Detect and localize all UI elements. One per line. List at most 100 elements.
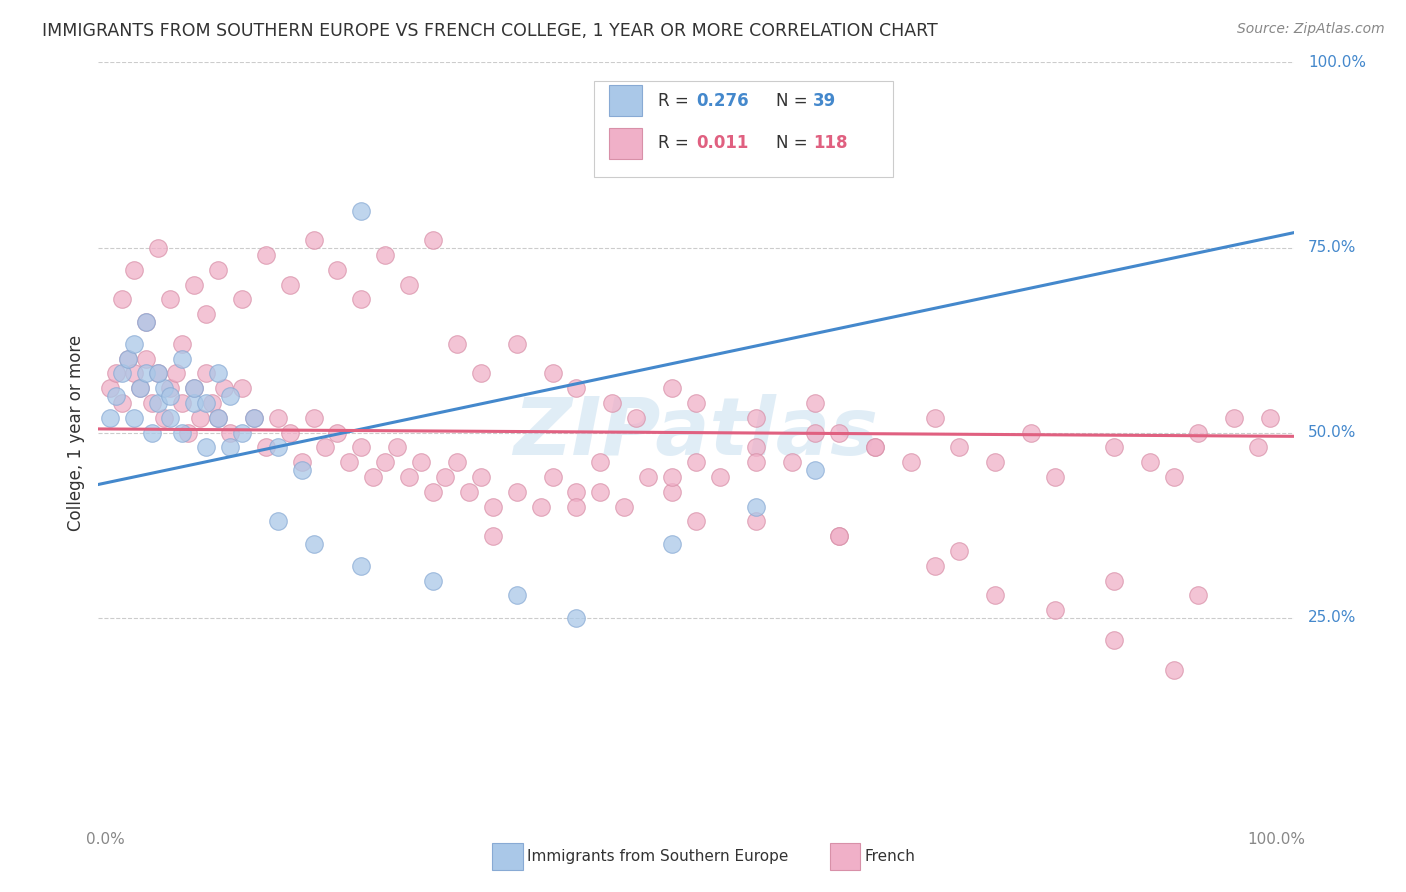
Point	[661, 536, 683, 550]
Point	[924, 558, 946, 573]
Point	[350, 203, 373, 218]
Point	[804, 396, 827, 410]
Point	[565, 484, 588, 499]
Point	[267, 410, 290, 425]
Point	[637, 470, 659, 484]
Point	[481, 529, 505, 543]
Point	[1104, 574, 1126, 588]
Point	[422, 484, 444, 499]
Point	[828, 425, 851, 440]
Point	[1187, 425, 1209, 440]
Point	[350, 441, 373, 455]
Point	[685, 515, 707, 529]
Point	[948, 544, 970, 558]
Point	[745, 455, 768, 469]
Point	[385, 441, 409, 455]
Point	[195, 441, 218, 455]
Point	[267, 441, 290, 455]
Point	[924, 410, 946, 425]
Point	[172, 351, 194, 366]
Bar	[609, 86, 643, 117]
Point	[541, 470, 564, 484]
Point	[506, 589, 529, 603]
Point	[188, 410, 211, 425]
Point	[326, 425, 349, 440]
Point	[709, 470, 731, 484]
Point	[207, 410, 229, 425]
Point	[117, 351, 139, 366]
Point	[183, 396, 205, 410]
Point	[339, 455, 361, 469]
Point	[626, 410, 648, 425]
Point	[302, 233, 325, 247]
Text: Source: ZipAtlas.com: Source: ZipAtlas.com	[1237, 22, 1385, 37]
Point	[267, 515, 290, 529]
Point	[470, 367, 492, 381]
Point	[374, 248, 396, 262]
Point	[398, 470, 420, 484]
Text: 25.0%: 25.0%	[1308, 610, 1357, 625]
Point	[254, 441, 277, 455]
Point	[1247, 441, 1270, 455]
Point	[195, 367, 218, 381]
Point	[984, 455, 1007, 469]
Point	[278, 277, 301, 292]
Point	[422, 574, 444, 588]
Y-axis label: College, 1 year or more: College, 1 year or more	[66, 334, 84, 531]
Point	[172, 336, 194, 351]
Point	[458, 484, 481, 499]
Point	[1019, 425, 1042, 440]
Point	[828, 529, 851, 543]
Point	[530, 500, 553, 514]
Point	[984, 589, 1007, 603]
Point	[865, 441, 887, 455]
Point	[1163, 470, 1185, 484]
Point	[219, 441, 242, 455]
Point	[105, 367, 128, 381]
Point	[315, 441, 337, 455]
Point	[135, 314, 157, 328]
Point	[195, 396, 218, 410]
Point	[148, 367, 170, 381]
Point	[207, 262, 229, 277]
Point	[111, 293, 134, 307]
Point	[506, 484, 529, 499]
Point	[411, 455, 433, 469]
Point	[541, 367, 564, 381]
Point	[434, 470, 457, 484]
Point	[506, 336, 529, 351]
Point	[148, 367, 170, 381]
Point	[159, 381, 181, 395]
Point	[565, 500, 588, 514]
Point	[135, 314, 157, 328]
Point	[219, 425, 242, 440]
Point	[159, 388, 181, 402]
Point	[350, 558, 373, 573]
Point	[828, 529, 851, 543]
Point	[177, 425, 200, 440]
Point	[1163, 663, 1185, 677]
Text: R =: R =	[658, 134, 693, 153]
Point	[153, 381, 176, 395]
Point	[98, 381, 122, 395]
Point	[243, 410, 266, 425]
Text: R =: R =	[658, 92, 693, 110]
Text: N =: N =	[776, 134, 813, 153]
Point	[1043, 603, 1066, 617]
Text: 100.0%: 100.0%	[1247, 832, 1306, 847]
Text: 0.0%: 0.0%	[87, 832, 125, 847]
FancyBboxPatch shape	[595, 81, 893, 178]
Point	[129, 381, 152, 395]
Point	[124, 262, 146, 277]
Text: 0.276: 0.276	[696, 92, 748, 110]
Point	[291, 455, 314, 469]
Point	[135, 351, 157, 366]
Point	[117, 351, 139, 366]
Point	[172, 425, 194, 440]
Point	[565, 381, 588, 395]
Point	[1258, 410, 1281, 425]
Point	[278, 425, 301, 440]
Point	[865, 441, 887, 455]
Point	[602, 396, 624, 410]
Point	[422, 233, 444, 247]
